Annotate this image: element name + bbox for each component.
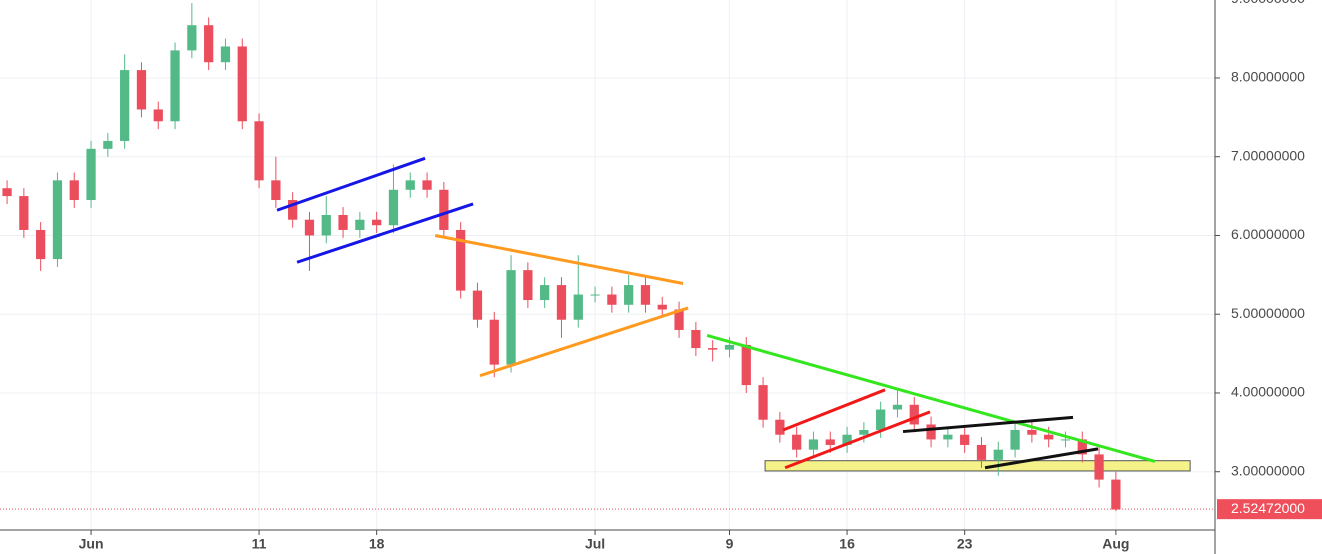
- candle-body: [237, 46, 247, 122]
- trend-line: [784, 410, 931, 470]
- candle-body: [388, 189, 399, 226]
- x-tick-label: 18: [369, 536, 385, 552]
- candle-body: [372, 219, 382, 226]
- candle-body: [825, 439, 835, 445]
- candle-body: [993, 449, 1003, 460]
- candle-body: [758, 385, 768, 420]
- candle-body: [960, 434, 970, 445]
- candle-body: [859, 429, 869, 435]
- candle-body: [842, 434, 852, 445]
- trend-line: [902, 415, 1074, 434]
- candle-body: [1094, 454, 1104, 480]
- candle-body: [674, 309, 684, 330]
- y-tick-label: 3.00000000: [1231, 462, 1305, 478]
- candle-body: [220, 46, 231, 63]
- last-price-label: 2.52472000: [1231, 500, 1305, 516]
- y-tick-label: 5.00000000: [1231, 305, 1305, 321]
- x-tick-label: 23: [957, 536, 973, 552]
- candle-body: [187, 25, 197, 51]
- candle-body: [271, 180, 281, 201]
- candle-body: [657, 304, 667, 310]
- candle-body: [724, 344, 735, 350]
- candle-body: [573, 294, 583, 320]
- x-tick-label: Jun: [79, 536, 104, 552]
- candle-body: [422, 180, 432, 190]
- x-tick-label: Aug: [1102, 536, 1129, 552]
- candle-body: [288, 200, 298, 220]
- candle-body: [120, 70, 130, 141]
- candle-body: [439, 189, 449, 230]
- zone: [764, 460, 1191, 472]
- candle-body: [1077, 439, 1087, 455]
- candle-body: [775, 419, 785, 435]
- candle-body: [590, 294, 600, 296]
- x-tick-label: 11: [252, 536, 267, 552]
- last-price-box: [1217, 499, 1322, 520]
- candle-body: [1111, 479, 1121, 510]
- candle-body: [523, 270, 533, 301]
- y-tick-label: 6.00000000: [1231, 226, 1305, 242]
- candle-body: [36, 229, 46, 260]
- candle-body: [506, 270, 516, 365]
- candle-body: [69, 180, 79, 201]
- candle-body: [19, 196, 29, 230]
- candle-body: [556, 285, 567, 320]
- x-tick-label: 16: [839, 536, 855, 552]
- trend-line: [782, 388, 886, 432]
- trend-line: [706, 334, 1156, 463]
- candle-body: [86, 148, 96, 201]
- candle-body: [540, 285, 550, 301]
- candle-body: [103, 140, 113, 149]
- candle-body: [456, 229, 466, 291]
- candle-body: [321, 214, 331, 236]
- y-tick-label: 7.00000000: [1231, 147, 1305, 163]
- trend-line: [434, 233, 684, 285]
- candle-body: [1060, 439, 1071, 441]
- candle-body: [808, 439, 819, 450]
- candle-body: [1044, 434, 1054, 440]
- candle-body: [1027, 429, 1037, 435]
- y-tick-label: 8.00000000: [1231, 69, 1305, 85]
- candle-body: [153, 109, 163, 122]
- candle-body: [136, 70, 147, 110]
- candle-body: [792, 434, 802, 450]
- candle-body: [640, 285, 651, 305]
- candle-body: [691, 329, 701, 349]
- x-tick-label: Jul: [585, 536, 605, 552]
- candle-body: [355, 219, 365, 230]
- candle-body: [2, 188, 12, 197]
- candle-body: [607, 294, 617, 305]
- candle-body: [338, 214, 348, 230]
- candle-body: [909, 404, 919, 425]
- y-tick-label: 9.00000000: [1231, 0, 1305, 6]
- candle-body: [204, 25, 214, 63]
- candle-body: [405, 180, 415, 190]
- trend-line: [296, 202, 474, 264]
- y-tick-label: 4.00000000: [1231, 384, 1305, 400]
- candle-body: [876, 409, 886, 430]
- candle-body: [1010, 429, 1020, 450]
- candle-body: [472, 290, 483, 320]
- candle-body: [926, 424, 936, 440]
- candle-body: [741, 344, 751, 386]
- candle-body: [254, 121, 264, 181]
- candle-body: [489, 319, 499, 365]
- candle-body: [624, 285, 634, 305]
- candle-body: [170, 50, 180, 122]
- candle-body: [943, 434, 953, 440]
- x-tick-label: 9: [726, 536, 734, 552]
- candle-body: [976, 444, 987, 460]
- candle-body: [304, 219, 315, 236]
- candle-body: [892, 404, 903, 410]
- candle-body: [708, 348, 718, 350]
- trend-line: [984, 447, 1099, 470]
- trend-line: [479, 306, 689, 378]
- candle-body: [52, 180, 63, 260]
- trend-line: [276, 156, 426, 212]
